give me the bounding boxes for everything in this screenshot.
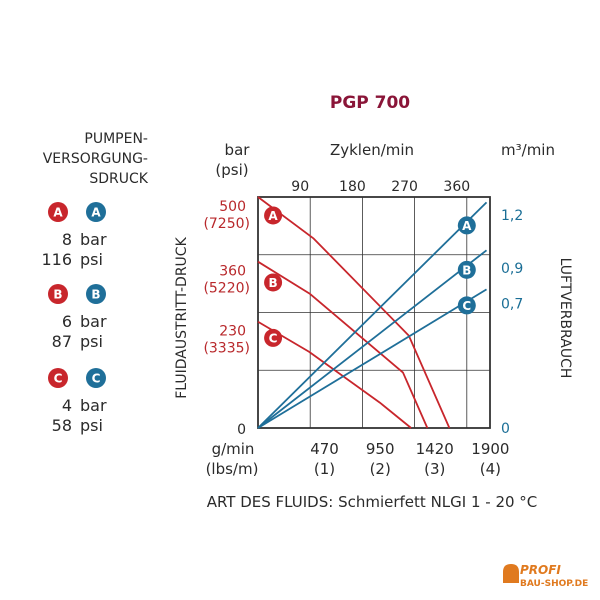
top-tick-label: 360: [443, 179, 470, 195]
air-line-c: [257, 288, 487, 429]
chart-title: PGP 700: [330, 93, 410, 113]
left-axis-unit-psi: (psi): [215, 161, 248, 179]
logo-line-2: BAU-SHOP.DE: [520, 579, 588, 589]
pressure-badge-a: [264, 206, 283, 225]
legend-c-psi-value: 58: [52, 416, 72, 435]
fluid-type-label: ART DES FLUIDS: Schmierfett NLGI 1 - 20 …: [207, 493, 538, 511]
pressure-badge-b: [264, 273, 283, 292]
series-layer: [257, 196, 488, 429]
air-badge-letter: B: [462, 263, 471, 277]
grid-layer: [257, 196, 491, 429]
legend-a-bar-unit: bar: [80, 230, 107, 249]
bottom-tick-label: 950: [366, 440, 395, 458]
left-panel-heading-2: VERSORGUNG-: [43, 151, 148, 167]
left-tick-psi-label: (5220): [203, 281, 250, 297]
pressure-badge-letter: B: [269, 276, 278, 290]
air-line-b: [257, 249, 488, 429]
legend-c-bar-value: 4: [62, 396, 72, 415]
left-panel-heading-3: SDRUCK: [89, 171, 148, 187]
air-badge-b: [457, 260, 476, 279]
pressure-badge-c: [264, 328, 283, 347]
legend-b-psi-unit: psi: [80, 332, 103, 351]
legend-b-red-letter: B: [53, 288, 62, 302]
logo-line-1: PROFI: [520, 563, 561, 577]
right-tick-label: 0,7: [501, 297, 523, 313]
bottom-tick-label: 1900: [471, 440, 509, 458]
right-tick-label: 0: [501, 421, 510, 437]
air-badge-letter: A: [462, 219, 472, 233]
left-axis-title: FLUIDAUSTRITT-DRUCK: [174, 236, 190, 398]
right-tick-label: 1,2: [501, 208, 523, 224]
legend-a-bar-value: 8: [62, 230, 72, 249]
pressure-line-a: [257, 196, 451, 429]
top-axis-label: Zyklen/min: [330, 141, 414, 159]
bottom-tick-sublabel: (4): [480, 460, 501, 478]
bottom-tick-sublabel: (2): [370, 460, 391, 478]
left-tick-bar-label: 360: [219, 264, 246, 280]
legend-group-a: A A 8 bar 116 psi: [41, 202, 107, 269]
left-tick-bar-label: 0: [237, 422, 246, 438]
air-badge-letter: C: [462, 299, 471, 313]
legend-c-psi-unit: psi: [80, 416, 103, 435]
right-axis-unit: m³/min: [501, 141, 555, 159]
legend-b-psi-value: 87: [52, 332, 72, 351]
legend-a-red-letter: A: [53, 206, 63, 220]
legend-b-blue-letter: B: [91, 288, 100, 302]
top-tick-label: 180: [339, 179, 366, 195]
bottom-axis-unit-imperial: (lbs/m): [206, 460, 259, 478]
legend-a-psi-value: 116: [41, 250, 72, 269]
left-tick-psi-label: (3335): [203, 341, 250, 357]
legend-group-b: B B 6 bar 87 psi: [48, 284, 107, 351]
top-tick-label: 270: [391, 179, 418, 195]
legend-c-bar-unit: bar: [80, 396, 107, 415]
legend-b-red-badge: [48, 284, 68, 304]
legend-a-red-badge: [48, 202, 68, 222]
air-badge-c: [457, 296, 476, 315]
legend-c-blue-letter: C: [92, 372, 101, 386]
legend-group-c: C C 4 bar 58 psi: [48, 368, 107, 435]
left-tick-bar-label: 500: [219, 199, 246, 215]
legend-a-blue-badge: [86, 202, 106, 222]
left-axis-unit-bar: bar: [225, 141, 251, 159]
legend-c-red-letter: C: [54, 372, 63, 386]
legend-c-blue-badge: [86, 368, 106, 388]
left-tick-psi-label: (7250): [203, 216, 250, 232]
legend-b-blue-badge: [86, 284, 106, 304]
pressure-badge-letter: C: [269, 331, 278, 345]
shop-logo: PROFI BAU-SHOP.DE: [503, 563, 588, 589]
bottom-tick-sublabel: (3): [424, 460, 445, 478]
legend-b-bar-value: 6: [62, 312, 72, 331]
legend-a-blue-letter: A: [91, 206, 101, 220]
right-tick-label: 0,9: [501, 261, 523, 277]
bottom-axis-unit: g/min: [212, 440, 255, 458]
air-line-a: [257, 201, 488, 429]
legend-b-bar-unit: bar: [80, 312, 107, 331]
right-axis-title: LUFTVERBRAUCH: [557, 258, 573, 379]
left-tick-bar-label: 230: [219, 324, 246, 340]
tick-layer: 90 180 270 360500(7250)360(5220)230(3335)01…: [203, 179, 523, 478]
left-panel-heading-1: PUMPEN-: [84, 131, 148, 147]
logo-hat-icon: [503, 564, 519, 583]
legend-c-red-badge: [48, 368, 68, 388]
top-tick-label: 90: [291, 179, 309, 195]
badge-layer: A B C A B C: [264, 206, 476, 347]
pressure-badge-letter: A: [268, 209, 278, 223]
air-badge-a: [457, 216, 476, 235]
bottom-tick-label: 1420: [416, 440, 454, 458]
bottom-tick-label: 470: [310, 440, 339, 458]
pressure-line-c: [257, 320, 412, 429]
legend-a-psi-unit: psi: [80, 250, 103, 269]
pressure-line-b: [257, 260, 429, 429]
bottom-tick-sublabel: (1): [314, 460, 335, 478]
